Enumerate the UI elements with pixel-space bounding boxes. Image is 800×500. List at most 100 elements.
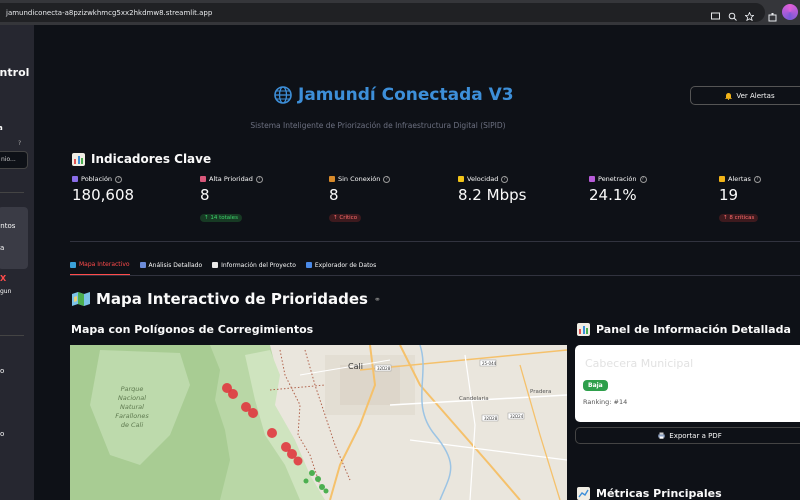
kpi-metric: Alta Prioridad? 8 ↑ 14 totales [200, 175, 320, 223]
high-priority-marker[interactable] [241, 402, 251, 412]
kpi-value: 8 [329, 186, 339, 204]
detail-card: Cabecera Municipal Baja Ranking: #14 [575, 345, 800, 422]
tab-icon [70, 261, 76, 268]
interactive-map[interactable]: Parque Nacional Natural Farallones de Ca… [70, 345, 567, 500]
line-chart-icon [577, 487, 590, 500]
address-bar[interactable]: jamundiconecta-a8pzizwkhmcg5xx2hkdmw8.st… [0, 3, 765, 22]
close-icon: X [0, 274, 7, 283]
kpi-label-text: Velocidad [467, 175, 499, 183]
sidebar-item-label: o [0, 367, 5, 375]
low-priority-marker[interactable] [309, 470, 315, 476]
kpi-value: 8 [200, 186, 210, 204]
globe-icon [274, 86, 292, 104]
tab-icon [305, 262, 312, 268]
printer-icon [658, 432, 665, 439]
tab-underline [70, 275, 800, 276]
map-heading-text: Mapa Interactivo de Prioridades [96, 290, 368, 308]
export-pdf-button[interactable]: Exportar a PDF [575, 427, 800, 444]
sidebar-select-value: nio... [1, 156, 16, 163]
help-icon[interactable]: ? [501, 175, 509, 183]
help-icon[interactable]: ? [255, 175, 263, 183]
page-title: Jamundí Conectada V3 [298, 85, 514, 105]
low-priority-marker[interactable] [319, 484, 325, 490]
view-alerts-label: Ver Alertas [736, 91, 775, 100]
high-priority-marker[interactable] [287, 449, 297, 459]
kpi-heading-text: Indicadores Clave [91, 152, 212, 166]
kpi-icon [589, 176, 595, 182]
kpi-metric: Sin Conexión? 8 ↑ Crítico [329, 175, 449, 223]
main-content: Jamundí Conectada V3 Ver Alertas Sistema… [34, 25, 800, 500]
url-text: jamundiconecta-a8pzizwkhmcg5xx2hkdmw8.st… [6, 8, 213, 17]
park-label: de Cali [121, 421, 144, 429]
sidebar-divider [0, 192, 24, 193]
bookmark-star-icon[interactable] [744, 6, 755, 22]
high-priority-marker[interactable] [228, 389, 238, 399]
extensions-icon[interactable] [768, 7, 778, 22]
high-priority-marker[interactable] [293, 456, 303, 466]
sidebar: ontrol a ? nio... entos a X gun o o [0, 25, 34, 500]
kpi-label-text: Sin Conexión [338, 175, 381, 183]
kpi-label: Velocidad? [458, 175, 578, 183]
sidebar-item-label: gun [0, 288, 12, 295]
high-priority-marker[interactable] [281, 442, 291, 452]
kpi-metric: Población? 180,608 [72, 175, 192, 204]
low-priority-marker[interactable] [323, 488, 329, 494]
sidebar-radio-group[interactable] [0, 207, 28, 269]
kpi-delta: ↑ 8 críticas [719, 214, 759, 222]
help-icon[interactable]: ? [18, 140, 22, 147]
high-priority-marker[interactable] [267, 428, 277, 438]
tab-label: Análisis Detallado [148, 261, 203, 269]
help-icon[interactable]: ? [639, 175, 647, 183]
kpi-metric: Alertas? 19 ↑ 8 críticas [719, 175, 800, 223]
kpi-icon [72, 176, 78, 182]
tab-bar: Mapa Interactivo Análisis Detallado Inform… [70, 261, 376, 275]
tab-label: Explorador de Datos [314, 261, 377, 269]
kpi-icon [329, 176, 335, 182]
sidebar-item-label: entos [0, 222, 16, 230]
low-priority-marker[interactable] [303, 478, 309, 484]
kpi-label-text: Alta Prioridad [209, 175, 253, 183]
kpi-icon [719, 176, 725, 182]
profile-avatar[interactable] [782, 4, 798, 20]
help-icon[interactable]: ? [753, 175, 761, 183]
sidebar-divider [0, 335, 24, 336]
low-priority-marker[interactable] [315, 476, 321, 482]
metrics-heading-text: Métricas Principales [596, 487, 722, 500]
kpi-label: Sin Conexión? [329, 175, 449, 183]
place-label: Candelaria [459, 396, 489, 402]
view-alerts-button[interactable]: Ver Alertas [690, 86, 800, 105]
browser-toolbar: jamundiconecta-a8pzizwkhmcg5xx2hkdmw8.st… [0, 0, 800, 25]
sidebar-item-label: a [0, 244, 5, 252]
tab-informaci-n-del-proyecto[interactable]: Información del Proyecto [212, 261, 296, 275]
help-icon[interactable]: ? [383, 175, 391, 183]
map-canvas: Parque Nacional Natural Farallones de Ca… [70, 345, 567, 500]
road-shield: 25-044 [482, 361, 497, 366]
anchor-link-icon[interactable]: ⚭ [373, 294, 381, 304]
sidebar-item-label: o [0, 430, 5, 438]
map-heading: Mapa Interactivo de Prioridades ⚭ [72, 290, 381, 308]
app-title: Jamundí Conectada V3 [274, 85, 554, 105]
kpi-icon [458, 176, 464, 182]
tab-an-lisis-detallado[interactable]: Análisis Detallado [139, 261, 203, 275]
sidebar-select[interactable]: nio... [0, 151, 28, 169]
kpi-value: 180,608 [72, 186, 135, 204]
help-icon[interactable]: ? [115, 175, 123, 183]
ranking-text: Ranking: #14 [583, 398, 628, 406]
tab-explorador-de-datos[interactable]: Explorador de Datos [305, 261, 377, 275]
high-priority-marker[interactable] [248, 408, 258, 418]
road-shield: 32D28 [484, 416, 498, 421]
zoom-icon[interactable] [728, 6, 737, 21]
tab-label: Mapa Interactivo [79, 261, 130, 268]
metrics-heading: Métricas Principales [577, 487, 722, 500]
tab-mapa-interactivo[interactable]: Mapa Interactivo [70, 261, 130, 275]
park-label: Parque [121, 385, 144, 393]
detail-panel-heading-text: Panel de Información Detallada [596, 323, 791, 336]
kpi-value: 24.1% [589, 186, 637, 204]
sidebar-title: ontrol [0, 66, 30, 79]
export-pdf-label: Exportar a PDF [669, 431, 722, 440]
kpi-icon [200, 176, 206, 182]
tab-icon [139, 262, 146, 268]
screen-cast-icon[interactable] [711, 6, 720, 20]
divider [70, 241, 800, 242]
bell-icon [725, 92, 733, 100]
